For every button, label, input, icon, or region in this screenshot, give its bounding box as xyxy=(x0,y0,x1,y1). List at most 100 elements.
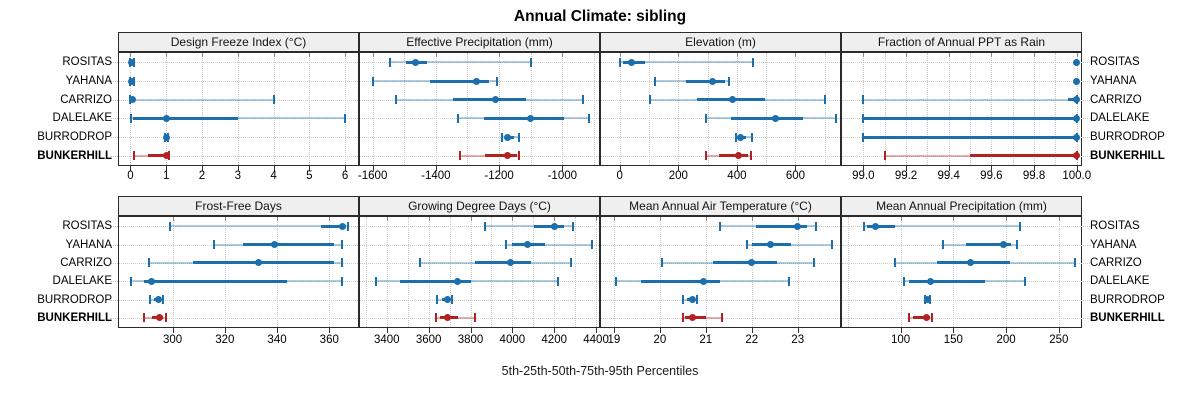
median-dot xyxy=(127,58,135,66)
whisker-cap xyxy=(149,295,152,304)
tick-mark-top xyxy=(1006,217,1008,221)
axis-tick-label: 3600 xyxy=(415,334,442,346)
site-label-right: YAHANA xyxy=(1090,238,1137,251)
gridline-vertical xyxy=(435,53,437,165)
axis-tick-label: 23 xyxy=(791,334,805,346)
median-dot xyxy=(128,96,136,104)
site-label-left: BUNKERHILL xyxy=(37,311,112,324)
tick-mark-bottom xyxy=(470,328,472,333)
tick-mark-top xyxy=(906,53,908,57)
median-dot xyxy=(527,114,535,122)
gridline-vertical xyxy=(237,53,239,165)
tick-mark-bottom xyxy=(596,328,598,333)
whisker-cap xyxy=(749,151,752,161)
whisker-cap xyxy=(681,313,684,323)
gridline-vertical xyxy=(404,53,406,165)
x-axis-caption: 5th-25th-50th-75th-95th Percentiles xyxy=(501,364,699,378)
tick-mark-top xyxy=(329,217,331,221)
interval-5-95 xyxy=(131,117,346,120)
whisker-cap xyxy=(894,258,897,268)
axis-tick-label: -1000 xyxy=(547,170,578,182)
tick-mark-bottom xyxy=(1006,328,1008,333)
gridline-vertical xyxy=(1006,217,1008,327)
panel-strip: Effective Precipitation (mm) xyxy=(359,32,600,52)
tick-mark-top xyxy=(991,53,993,57)
median-dot xyxy=(127,77,135,85)
tick-mark-top xyxy=(659,217,661,221)
interval-25-75 xyxy=(143,279,288,283)
gridline-vertical xyxy=(863,53,865,165)
gridline-horizontal xyxy=(110,81,358,82)
whisker-cap xyxy=(129,276,132,286)
tick-mark-top xyxy=(435,53,437,57)
panel-strip: Design Freeze Index (°C) xyxy=(118,32,359,52)
tick-mark-bottom xyxy=(991,166,993,171)
median-dot xyxy=(709,77,717,85)
gridline-horizontal xyxy=(360,137,599,138)
tick-mark-bottom xyxy=(900,328,902,333)
median-dot xyxy=(411,58,419,66)
gridline-vertical xyxy=(847,217,849,327)
site-label-left: YAHANA xyxy=(65,238,112,251)
panel-strip-label: Fraction of Annual PPT as Rain xyxy=(877,35,1046,49)
tick-mark-bottom xyxy=(386,328,388,333)
median-dot xyxy=(492,96,500,104)
panel-strip-label: Design Freeze Index (°C) xyxy=(170,35,307,49)
tick-mark-top xyxy=(470,217,472,221)
tick-mark-top xyxy=(1076,53,1078,57)
gridline-horizontal xyxy=(110,299,358,301)
median-dot xyxy=(688,296,696,303)
interval-25-75 xyxy=(756,224,807,228)
gridline-vertical xyxy=(659,217,661,327)
median-dot xyxy=(1073,77,1081,85)
site-label-left: CARRIZO xyxy=(60,93,112,106)
axis-tick-label: 360 xyxy=(319,334,339,346)
median-dot xyxy=(473,77,481,85)
gridline-horizontal xyxy=(360,118,599,120)
axis-tick-label: 0 xyxy=(127,170,134,182)
whisker-cap xyxy=(457,113,459,123)
panel-plot-area xyxy=(110,52,359,171)
tick-mark-top xyxy=(736,53,738,57)
interval-25-75 xyxy=(483,116,564,120)
panel-strip-label: Growing Degree Days (°C) xyxy=(408,199,551,213)
whisker-cap xyxy=(661,258,664,268)
tick-mark-bottom xyxy=(345,166,347,171)
whisker-cap xyxy=(581,95,584,105)
interval-25-75 xyxy=(534,224,564,228)
whisker-cap xyxy=(1015,240,1018,249)
tick-mark-top xyxy=(345,53,347,57)
whisker-cap xyxy=(695,295,698,304)
tick-mark-bottom xyxy=(130,166,132,171)
tick-mark-bottom xyxy=(499,166,501,171)
axis-tick-label: 0 xyxy=(616,170,623,182)
tick-mark-bottom xyxy=(512,328,514,333)
gridline-vertical xyxy=(678,53,680,165)
gridline-vertical xyxy=(386,217,388,327)
axis-tick-label: 400 xyxy=(727,170,747,182)
median-dot xyxy=(338,222,346,230)
whisker-cap xyxy=(162,295,165,304)
tick-mark-bottom xyxy=(329,328,331,333)
median-dot xyxy=(1073,133,1081,141)
whisker-cap xyxy=(419,258,422,268)
interval-5-95 xyxy=(130,98,274,101)
axis-tick-label: 99.8 xyxy=(1022,170,1046,182)
median-dot xyxy=(766,241,774,248)
whisker-cap xyxy=(751,132,754,142)
tick-mark-bottom xyxy=(273,166,275,171)
axis-tick-label: -1400 xyxy=(421,170,451,182)
gridline-horizontal xyxy=(360,244,599,246)
gridline-vertical xyxy=(224,217,226,327)
gridline-vertical xyxy=(795,53,797,165)
interval-25-75 xyxy=(909,279,985,283)
gridline-horizontal xyxy=(601,281,840,283)
gridline-vertical xyxy=(467,53,469,165)
whisker-cap xyxy=(272,95,275,105)
tick-mark-top xyxy=(130,53,132,57)
interval-25-75 xyxy=(712,261,778,265)
whisker-cap xyxy=(371,76,374,86)
interval-25-75 xyxy=(641,279,720,283)
whisker-cap xyxy=(130,113,133,123)
gridline-horizontal xyxy=(360,62,599,64)
